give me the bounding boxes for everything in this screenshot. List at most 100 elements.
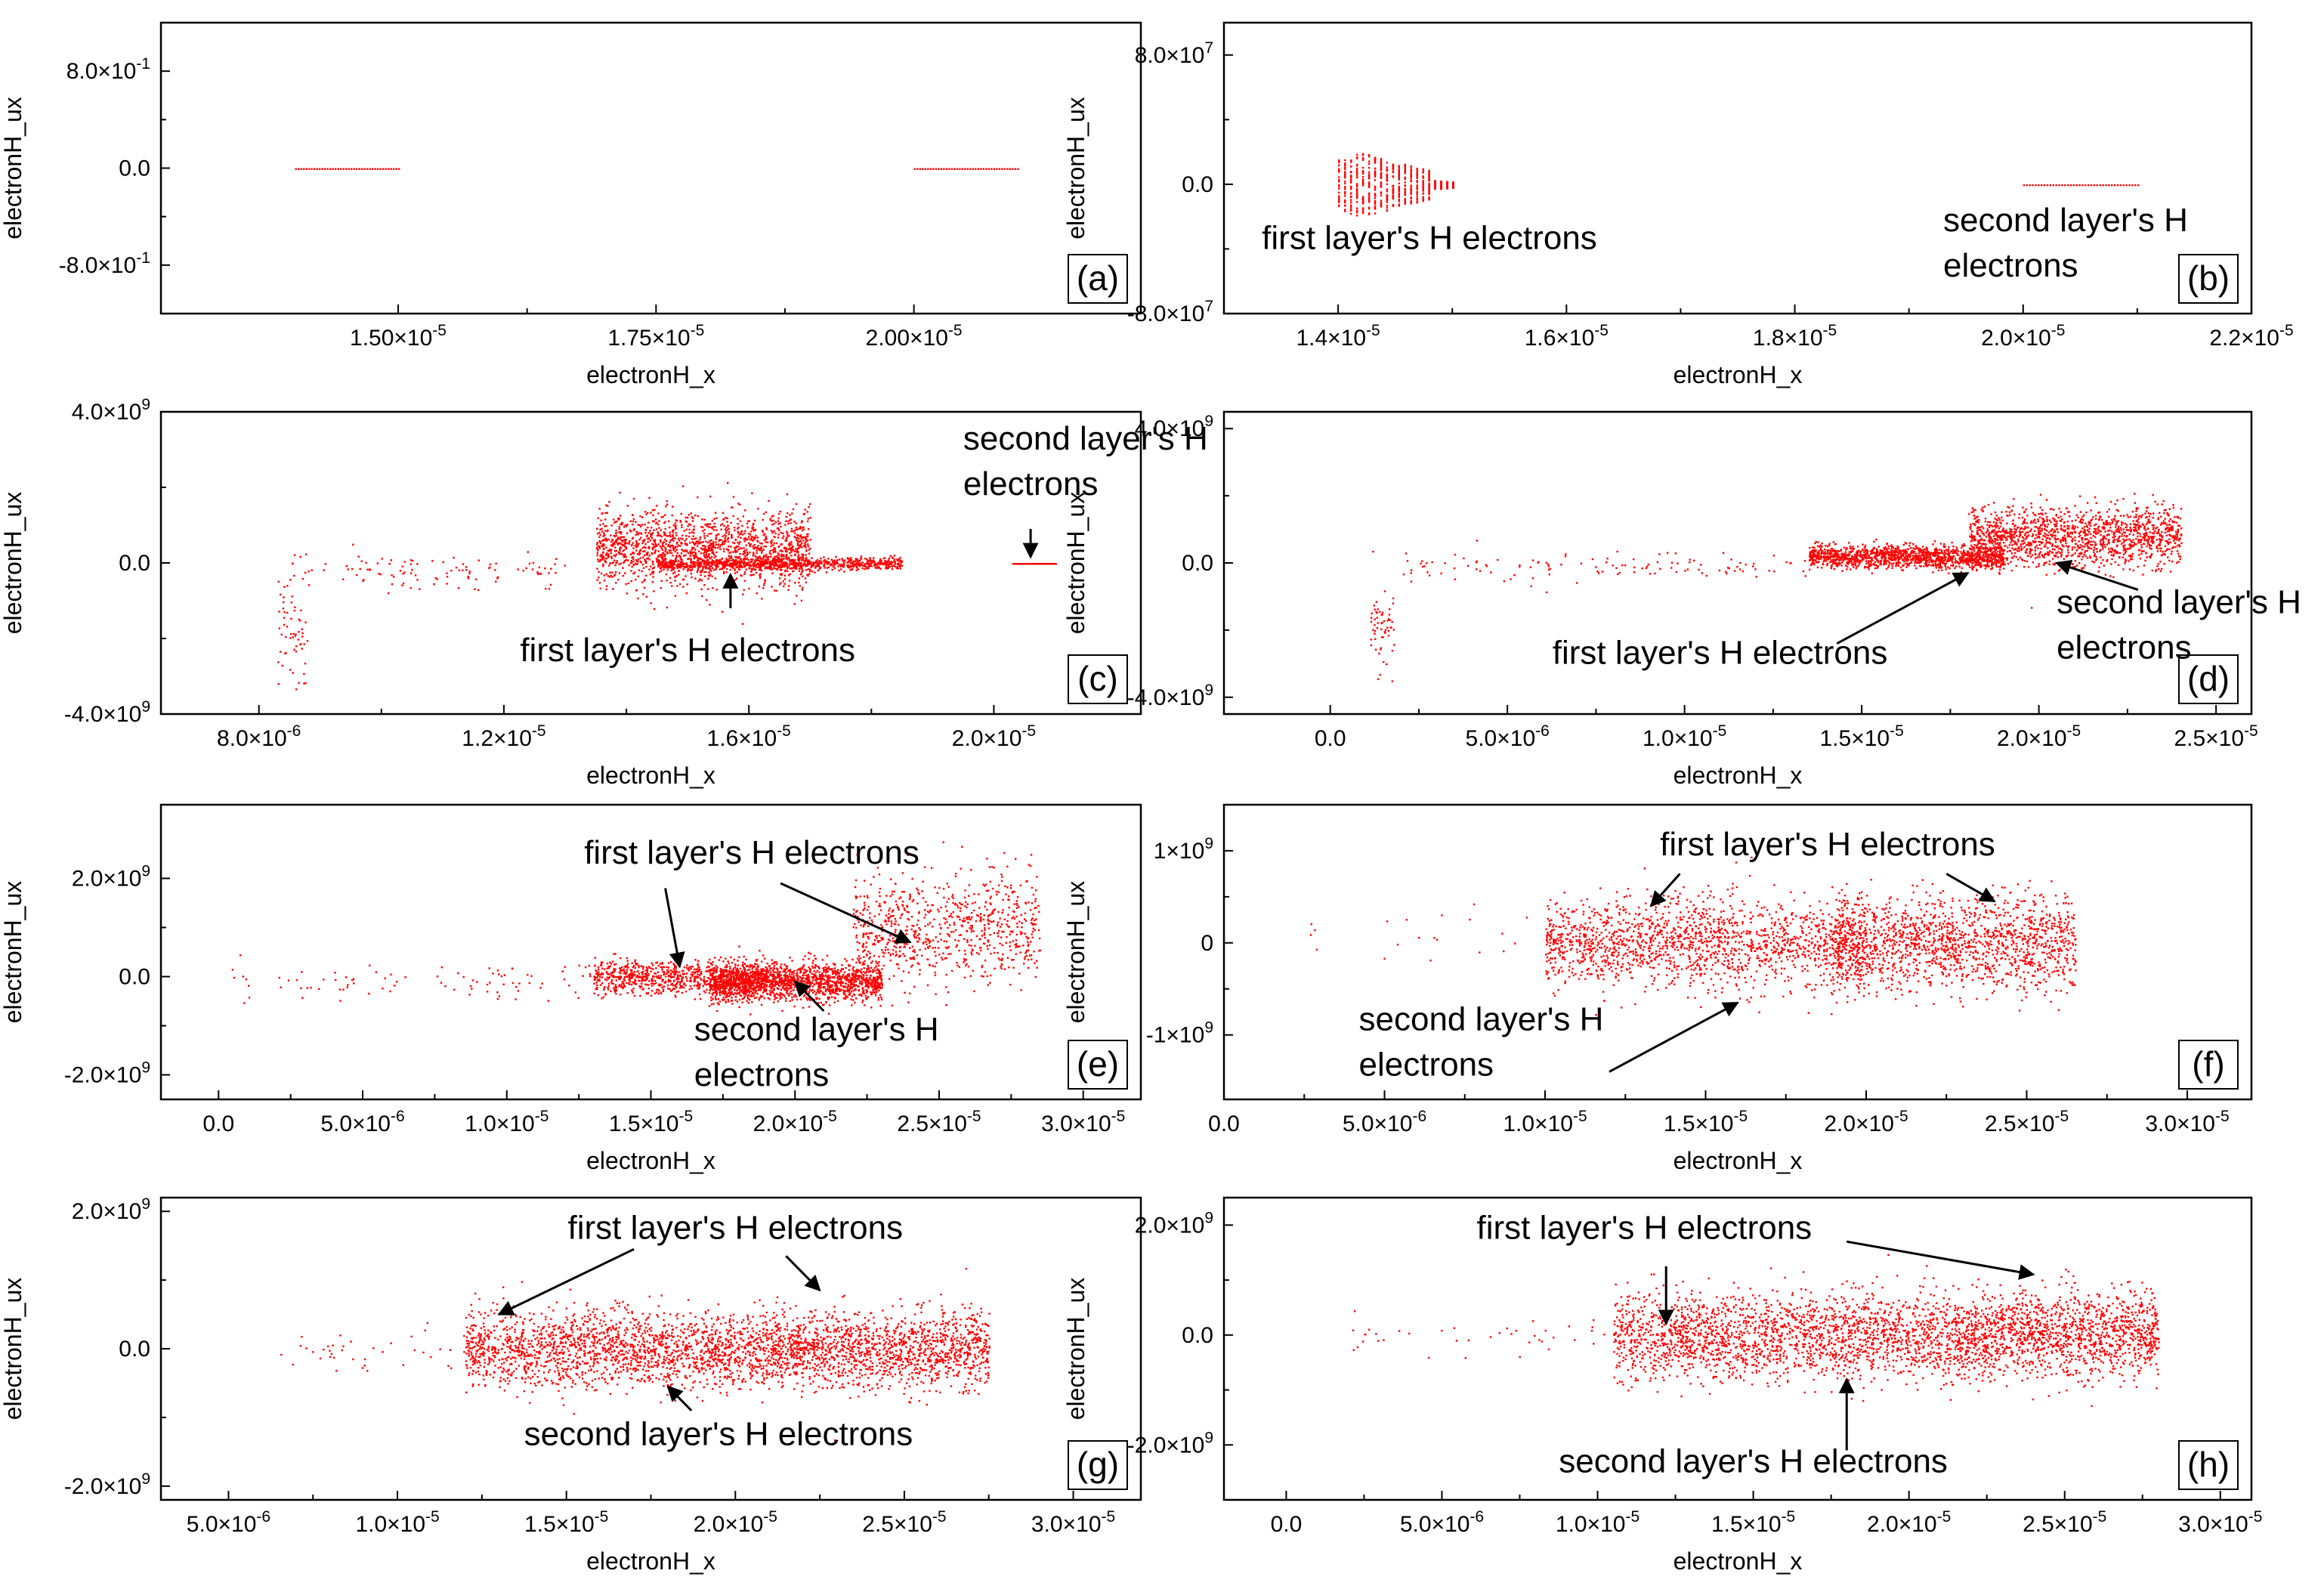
data-point: [2096, 184, 2098, 187]
data-point: [678, 564, 680, 567]
data-point: [1037, 563, 1040, 565]
data-point: [1404, 203, 1406, 205]
data-point: [727, 546, 730, 548]
data-point: [1338, 179, 1340, 181]
data-point: [797, 564, 799, 566]
data-point: [638, 552, 641, 555]
data-point: [618, 531, 620, 533]
data-point: [1873, 564, 1876, 566]
data-point: [739, 503, 741, 506]
data-point: [842, 560, 845, 562]
data-point: [1923, 550, 1925, 553]
data-point: [980, 168, 982, 170]
data-point: [674, 546, 676, 548]
data-point: [610, 524, 613, 527]
data-point: [2128, 184, 2131, 187]
data-point: [712, 546, 715, 549]
data-point: [763, 555, 766, 558]
data-point: [734, 560, 736, 562]
data-point: [1416, 168, 1418, 170]
data-point: [632, 547, 635, 549]
data-point: [826, 560, 828, 563]
data-point: [1368, 166, 1371, 169]
data-point: [1356, 210, 1358, 212]
data-point: [927, 168, 929, 170]
data-point: [795, 536, 797, 539]
data-point: [785, 515, 787, 518]
data-point: [780, 561, 782, 563]
data-point: [1003, 168, 1006, 170]
data-point: [1350, 178, 1352, 181]
data-point: [345, 168, 348, 170]
data-point: [402, 573, 404, 575]
data-point: [797, 547, 799, 549]
data-point: [780, 568, 782, 570]
data-point: [615, 549, 617, 552]
data-point: [1356, 190, 1358, 193]
data-point: [711, 519, 714, 522]
data-point: [1398, 174, 1400, 176]
data-point: [726, 583, 729, 586]
data-point: [669, 541, 671, 544]
data-point: [1837, 558, 1840, 561]
data-point: [777, 561, 780, 564]
data-point: [1350, 212, 1352, 215]
data-point: [781, 550, 783, 552]
data-point: [706, 550, 709, 552]
data-point: [692, 561, 695, 563]
data-point: [540, 573, 542, 575]
data-point: [632, 551, 634, 554]
data-point: [1916, 547, 1919, 550]
data-point: [767, 555, 770, 558]
data-point: [772, 558, 774, 560]
data-point: [1898, 549, 1900, 551]
data-point: [1398, 199, 1400, 201]
data-point: [796, 561, 798, 564]
data-point: [691, 576, 693, 579]
data-point: [882, 561, 885, 564]
data-point: [785, 554, 788, 556]
data-point: [759, 563, 762, 565]
data-point: [1380, 172, 1383, 175]
data-point: [688, 514, 691, 516]
data-point: [675, 575, 678, 577]
data-point: [1416, 174, 1418, 177]
data-point: [690, 512, 692, 515]
data-point: [615, 531, 618, 534]
data-point: [1398, 187, 1400, 189]
data-point: [817, 569, 820, 572]
data-point: [686, 550, 688, 553]
data-point: [713, 568, 715, 571]
data-point: [1356, 187, 1358, 190]
data-point: [617, 542, 620, 544]
data-point: [873, 557, 875, 559]
data-point: [860, 562, 862, 564]
data-point: [737, 502, 740, 505]
data-point: [618, 518, 621, 520]
data-point: [335, 168, 337, 170]
data-point: [674, 580, 676, 582]
data-point: [673, 564, 675, 566]
data-point: [604, 530, 607, 532]
data-point: [1045, 563, 1047, 565]
data-point: [685, 575, 687, 577]
data-point: [663, 568, 665, 570]
data-point: [707, 558, 709, 561]
data-point: [1836, 554, 1838, 556]
data-point: [1361, 196, 1364, 198]
data-point: [286, 611, 289, 614]
data-point: [1943, 549, 1945, 552]
data-point: [1693, 559, 1695, 562]
data-point: [307, 570, 310, 573]
data-point: [773, 562, 776, 564]
data-point: [686, 544, 688, 546]
data-point: [864, 558, 867, 560]
data-point: [824, 559, 826, 561]
data-point: [1434, 187, 1436, 190]
data-point: [1440, 572, 1442, 575]
data-point: [1350, 165, 1352, 168]
data-point: [718, 539, 721, 542]
data-point: [304, 571, 307, 574]
data-point: [1048, 563, 1051, 565]
